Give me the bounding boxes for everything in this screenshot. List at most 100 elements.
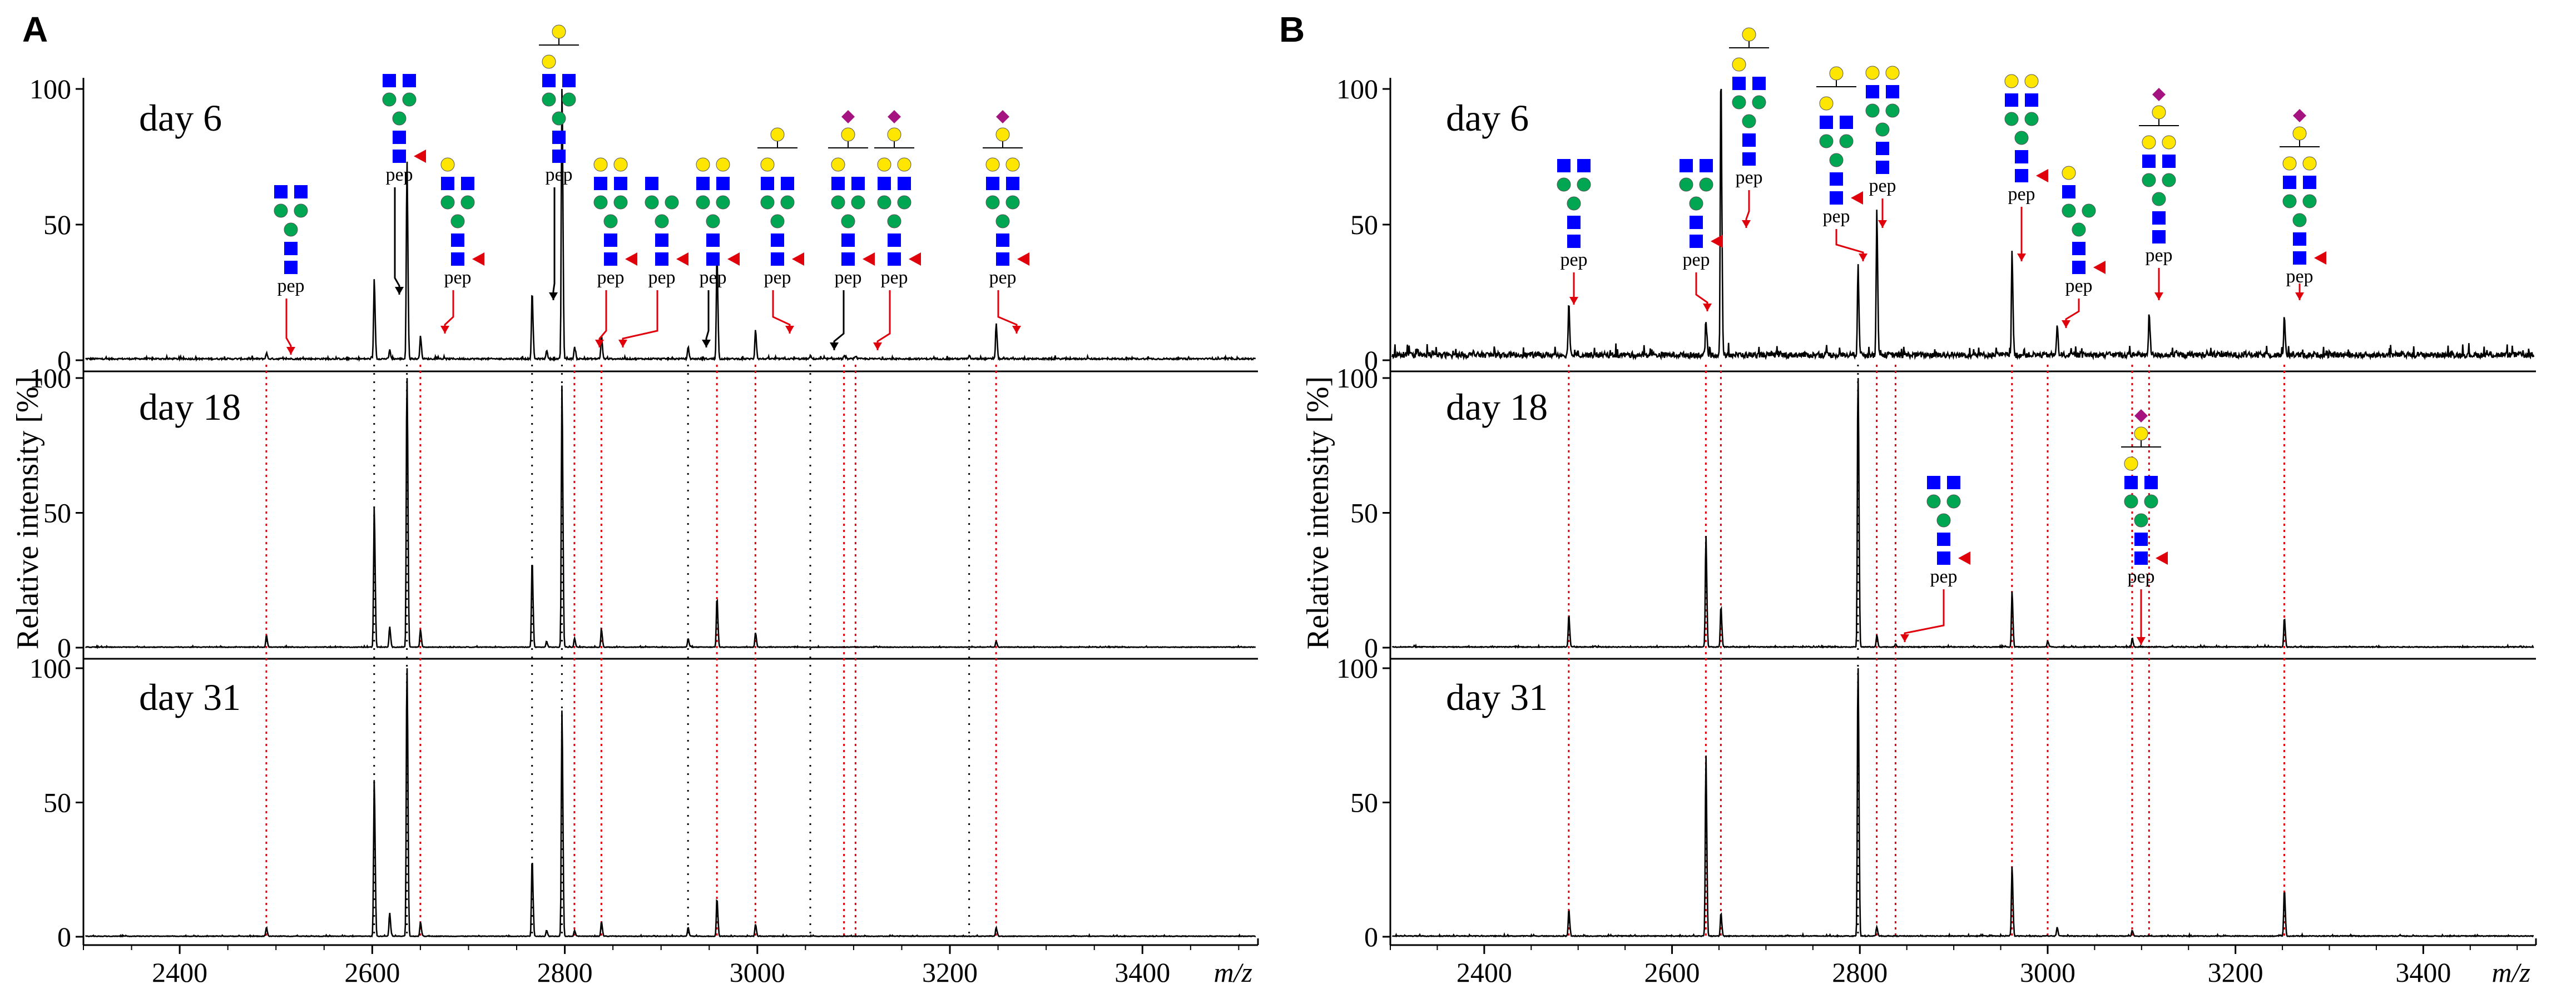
galactose-circle-icon [2282,156,2297,171]
glycan-structure-icon: pep [1865,66,1900,196]
mannose-circle-icon [760,195,775,210]
galactose-circle-icon [877,157,891,172]
galactose-circle-icon [440,157,455,172]
mannose-circle-icon [2292,213,2307,227]
annotation-arrow [2062,299,2080,328]
glcnac-square-icon [604,252,617,266]
mannose-circle-icon [897,195,911,210]
mannose-circle-icon [665,195,679,210]
fucose-triangle-icon [2314,251,2326,265]
y-tick-label: 100 [1336,362,1378,394]
y-axis-label: Relative intensity [%] [11,376,45,649]
glcnac-square-icon [284,261,298,274]
glcnac-square-icon [614,177,627,190]
arrow-line [1835,229,1864,261]
subplot-day-label: day 6 [139,97,222,139]
glcnac-square-icon [888,252,901,266]
annotation-arrow [702,290,711,347]
peptide-label: pep [2065,276,2092,296]
glcnac-square-icon [552,150,566,163]
peptide-label: pep [699,267,726,288]
glcnac-square-icon [831,177,845,190]
y-tick-label: 0 [57,921,71,952]
annotation-arrow [1878,198,1887,228]
annotation-arrow [549,187,558,300]
glcnac-square-icon [1947,476,1960,489]
glcnac-square-icon [403,74,416,87]
mannose-circle-icon [2072,222,2086,237]
y-axis-label: Relative intensity [%] [1301,376,1335,649]
fucose-triangle-icon [676,252,688,266]
arrow-head [286,347,295,355]
mannose-circle-icon [841,214,855,228]
glcnac-square-icon [1752,77,1766,90]
galactose-circle-icon [2124,456,2138,471]
glycan-structure-icon: pep [1679,159,1723,270]
arrow-head [1569,297,1578,305]
x-tick-label: 3400 [1114,957,1170,988]
glcnac-square-icon [771,233,784,247]
glcnac-square-icon [2283,176,2296,189]
y-tick-label: 50 [1350,209,1378,240]
mannose-circle-icon [450,214,465,228]
arrow-head [1900,634,1909,642]
subplot-day-label: day 18 [1446,386,1548,428]
mannose-circle-icon [887,214,901,228]
mannose-circle-icon [1732,95,1746,110]
arrow-head [395,287,404,295]
glcnac-square-icon [2005,93,2018,107]
galactose-circle-icon [841,127,855,142]
arrow-head [830,342,839,350]
fucose-triangle-icon [625,252,637,266]
glcnac-square-icon [1830,172,1843,186]
glcnac-square-icon [851,177,865,190]
arrow-head [595,340,604,347]
glcnac-square-icon [696,177,710,190]
mannose-circle-icon [706,214,720,228]
y-tick-label: 100 [1336,653,1378,684]
glycan-structure-icon: pep [274,185,308,296]
panel-a: 2400 2600 2800 3000 3200 3400 m/z Relative inte… [11,73,1259,988]
x-tick-label: 3200 [2208,957,2263,988]
arrow-head [1012,326,1021,334]
glcnac-square-icon [562,74,576,87]
panel-b-label: B [1279,9,1305,49]
glcnac-square-icon [383,74,396,87]
galactose-circle-icon [770,127,785,142]
glcnac-square-icon [1557,159,1571,172]
mannose-circle-icon [2024,112,2039,126]
spectrum-trace-day-18 [1391,377,2534,649]
mannose-circle-icon [2142,173,2156,187]
glcnac-square-icon [2152,230,2166,243]
y-tick-label: 0 [1364,921,1378,952]
peptide-label: pep [989,267,1016,288]
mannose-circle-icon [460,195,475,210]
peptide-label: pep [277,276,304,296]
x-axis-label: m/z [1214,957,1252,988]
glcnac-square-icon [594,177,607,190]
mannose-circle-icon [1005,195,1020,210]
glcnac-square-icon [1937,551,1950,565]
galactose-circle-icon [985,157,1000,172]
galactose-circle-icon [1732,57,1746,72]
glycan-structure-icon: pep [645,177,688,288]
mannose-circle-icon [1865,103,1880,118]
glcnac-square-icon [1742,133,1756,147]
mannose-circle-icon [770,214,785,228]
glycan-structure-icon: pep [1557,159,1591,270]
peptide-label: pep [2008,184,2035,205]
peptide-label: pep [1560,250,1587,270]
glcnac-square-icon [393,131,406,144]
spectrum-trace-day-18 [85,377,1256,649]
glcnac-square-icon [2303,176,2316,189]
glcnac-square-icon [1567,235,1581,248]
sialic-diamond-icon [996,110,1009,123]
glcnac-square-icon [655,252,668,266]
galactose-circle-icon [2292,126,2307,141]
glcnac-square-icon [1830,191,1843,205]
mannose-circle-icon [2162,173,2176,187]
x-tick-label: 3400 [2395,957,2451,988]
subplot-day-label: day 6 [1446,97,1529,139]
glycan-structure-icon: pep [382,74,426,185]
fucose-triangle-icon [792,252,804,266]
